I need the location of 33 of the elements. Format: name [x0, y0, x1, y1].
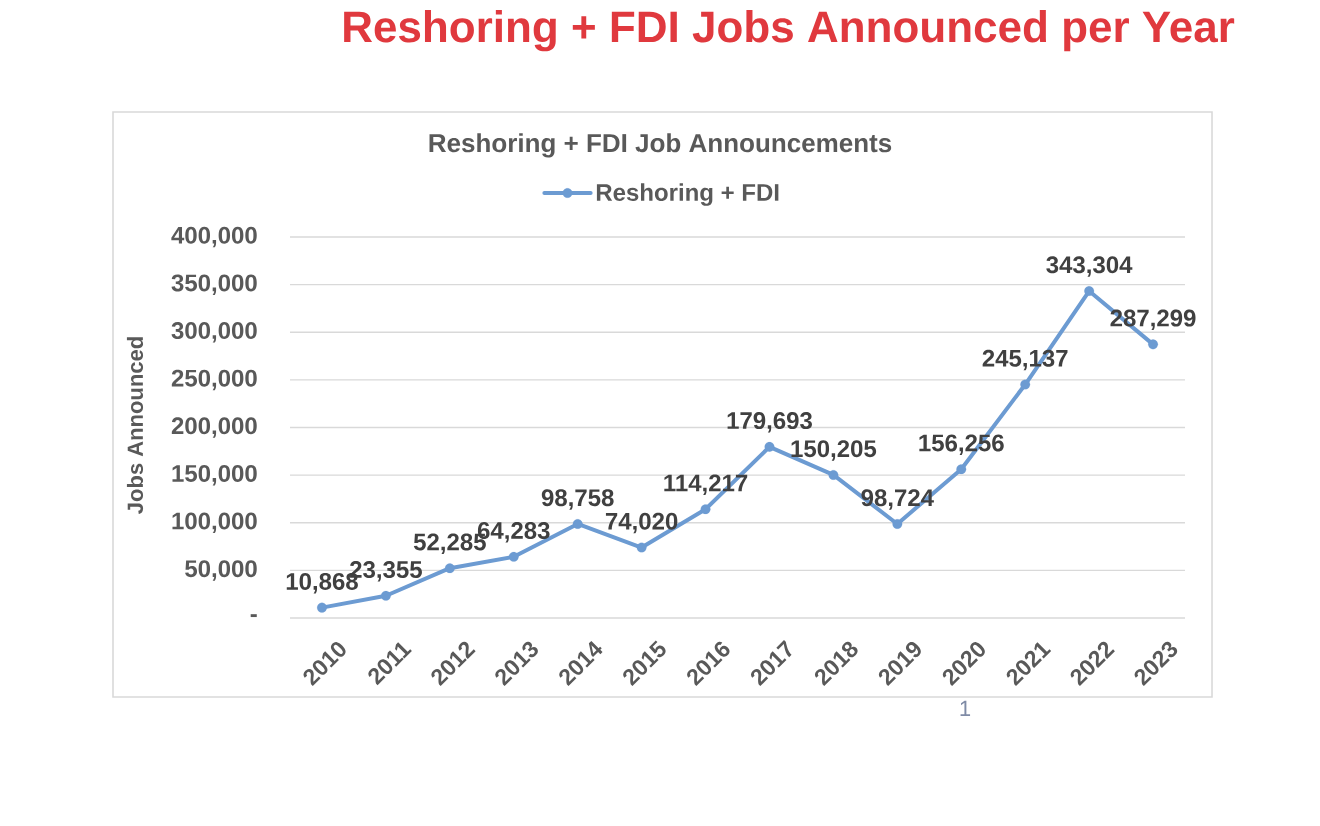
y-tick-label: 50,000 [185, 560, 257, 581]
point [572, 519, 583, 529]
y-tick-label: 150,000 [172, 464, 257, 486]
point [444, 563, 455, 574]
y-tick-label: 300,000 [171, 322, 257, 343]
data-label: 98,758 [541, 489, 614, 510]
y-tick-label: 400,000 [171, 226, 257, 248]
point [636, 542, 647, 553]
text: 1 [960, 700, 971, 717]
point [956, 464, 967, 475]
data-label: 343,304 [1046, 256, 1133, 277]
point [317, 602, 327, 613]
point [508, 551, 519, 562]
point [1020, 379, 1031, 390]
y-tick-label: - [250, 614, 257, 618]
point [892, 519, 903, 529]
y-tick-label: 350,000 [171, 274, 257, 295]
legend-label: Reshoring + FDI [596, 183, 779, 206]
point [764, 441, 775, 452]
y-tick-label: 250,000 [171, 369, 257, 391]
point [700, 504, 711, 515]
chart-title: Reshoring + FDI Jobs Announced per Year [344, 10, 1235, 52]
data-label: 74,020 [605, 512, 678, 534]
data-label: 179,693 [727, 412, 812, 433]
data-label: 150,205 [791, 440, 877, 461]
point [381, 590, 391, 601]
point [828, 470, 839, 480]
y-tick-label: 200,000 [171, 417, 257, 438]
chart-subtitle: Reshoring + FDI Job Announcements [429, 133, 892, 158]
point [1084, 286, 1094, 296]
point [1148, 339, 1158, 350]
y-axis-title: Jobs Announced [126, 337, 144, 514]
y-tick-label: 100,000 [172, 512, 257, 533]
